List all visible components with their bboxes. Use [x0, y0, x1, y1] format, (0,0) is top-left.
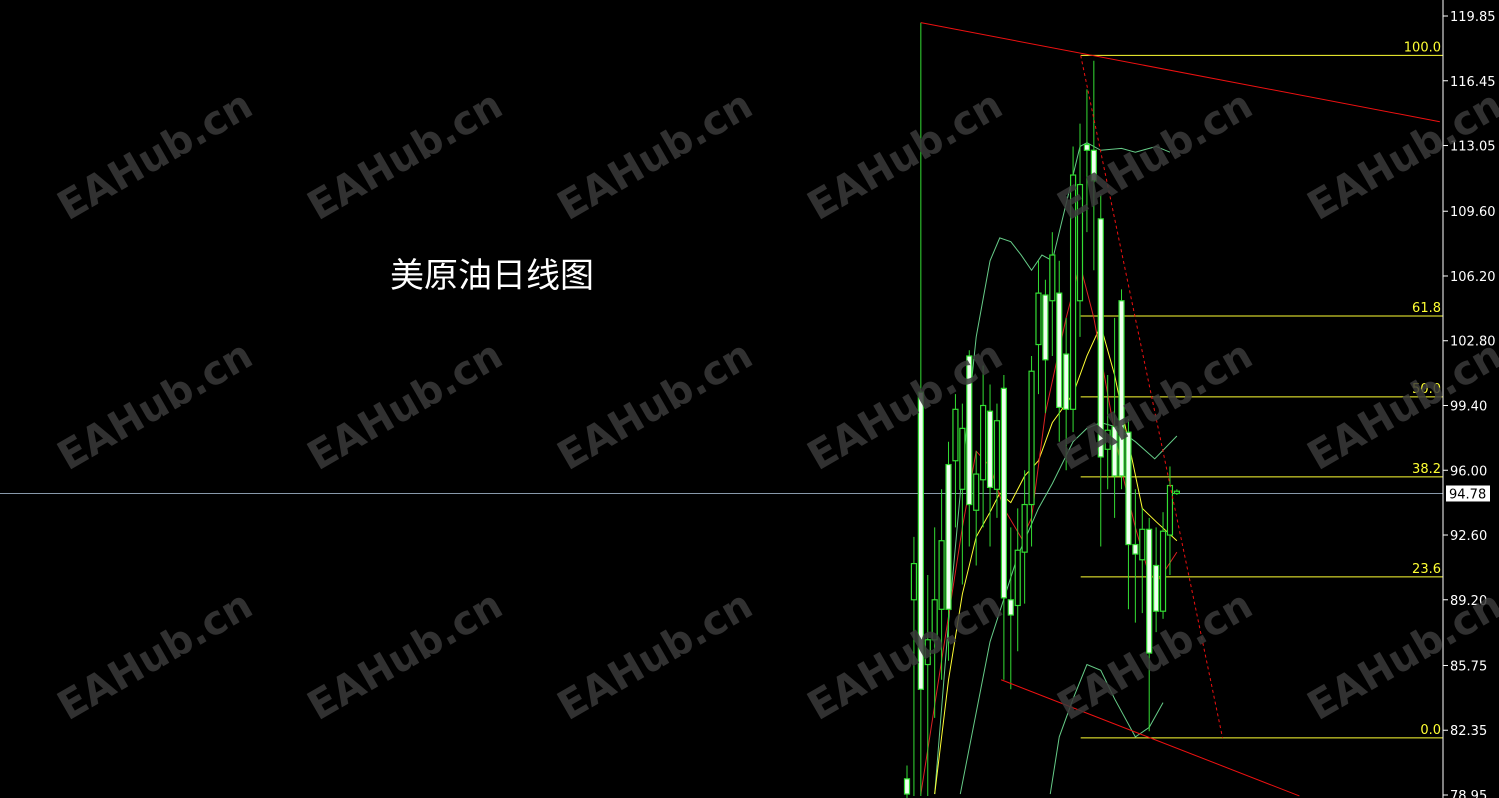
candle-body — [1035, 292, 1042, 346]
axis-tick-label: 113.05 — [1450, 140, 1496, 155]
current-price-box — [1446, 485, 1490, 502]
candle-body — [1090, 149, 1097, 182]
band-upper-line — [934, 142, 1171, 795]
fib-level-label: 100.0 — [1404, 40, 1441, 55]
candle-body — [1049, 254, 1056, 302]
candle-body — [917, 391, 924, 690]
candle-body — [1042, 294, 1049, 361]
price-axis-background — [1443, 0, 1499, 798]
candle-body — [1097, 218, 1104, 458]
candle-body — [1132, 543, 1139, 555]
candle-body — [1139, 528, 1146, 561]
ma-fast-line — [920, 262, 1178, 795]
candle-body — [1111, 425, 1118, 477]
chart-title: 美原油日线图 — [390, 256, 594, 296]
candle-body — [1159, 530, 1167, 612]
axis-tick-label: 85.75 — [1450, 659, 1487, 674]
current-price-label: 94.78 — [1449, 487, 1486, 502]
candle-body — [959, 427, 966, 490]
fib-level-label: 23.6 — [1412, 562, 1441, 577]
axis-tick-label: 116.45 — [1450, 75, 1496, 90]
trendline — [1000, 679, 1300, 797]
candle-body — [1125, 431, 1132, 546]
candle-body — [986, 410, 994, 488]
axis-tick-label: 102.80 — [1450, 335, 1496, 350]
candle-body — [1021, 503, 1028, 553]
axis-tick-label: 89.20 — [1450, 594, 1487, 609]
candle-body — [1069, 174, 1077, 410]
candle-body — [1146, 528, 1153, 654]
candle-body — [910, 562, 918, 601]
fib-level-label: 38.2 — [1412, 462, 1441, 477]
band-lower-line — [1049, 663, 1164, 795]
fib-level-label: 0.0 — [1420, 723, 1441, 738]
candle-body — [1063, 353, 1070, 410]
candle-body — [1076, 183, 1084, 302]
candle-body — [1118, 300, 1125, 477]
axis-tick-label: 119.85 — [1450, 10, 1496, 25]
fib-level-label: 50.0 — [1412, 382, 1441, 397]
candle-body — [980, 404, 987, 481]
candle-body — [938, 540, 945, 610]
fib-level-label: 61.8 — [1412, 301, 1441, 316]
candle-body — [1028, 370, 1035, 506]
candle-body — [1153, 564, 1160, 612]
candle-body — [931, 599, 938, 641]
axis-tick-label: 109.60 — [1450, 205, 1496, 220]
axis-tick-label: 92.60 — [1450, 529, 1487, 544]
axis-tick-label: 99.40 — [1450, 400, 1487, 415]
candle-body — [924, 639, 931, 666]
axis-tick-label: 106.20 — [1450, 270, 1496, 285]
axis-tick-label: 96.00 — [1450, 464, 1487, 479]
candle-body — [952, 408, 959, 462]
candle-body — [1014, 549, 1021, 607]
candle-body — [973, 473, 980, 511]
candle-body — [1000, 387, 1007, 599]
candle-body — [1007, 599, 1014, 616]
candle-body — [1056, 292, 1063, 409]
trendline — [920, 22, 1440, 123]
candle-body — [945, 463, 952, 610]
candle-body — [993, 420, 1001, 490]
candle-body — [1104, 429, 1111, 450]
axis-tick-label: 82.35 — [1450, 724, 1487, 739]
candle-body — [1083, 143, 1091, 151]
axis-tick-label: 78.95 — [1450, 789, 1487, 798]
candle-body — [903, 778, 911, 795]
band-middle-line — [959, 422, 1178, 795]
trendline — [1080, 55, 1224, 738]
candle-body — [966, 355, 973, 506]
candle-body — [1173, 490, 1180, 495]
